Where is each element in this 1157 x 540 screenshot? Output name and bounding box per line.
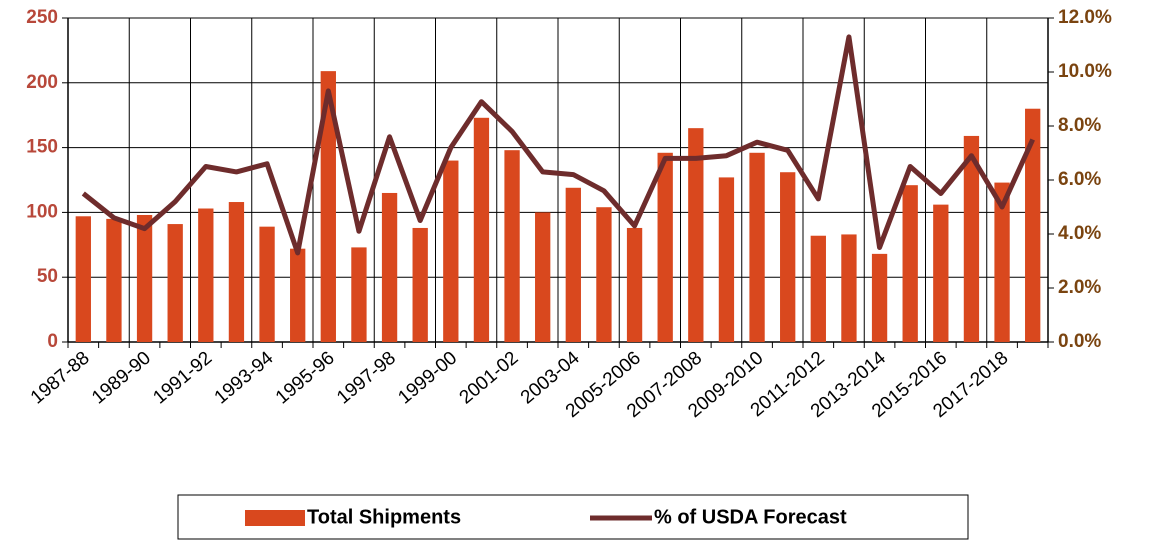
y2-tick-label: 10.0%: [1058, 61, 1112, 82]
bar: [290, 248, 306, 342]
legend-box: [177, 494, 969, 540]
bar: [381, 192, 398, 342]
bar: [198, 208, 214, 342]
y-tick-label: 200: [26, 72, 58, 93]
bar: [718, 177, 735, 342]
bar: [504, 150, 520, 342]
x-tick-label: 1989-90: [88, 348, 155, 409]
bar: [994, 182, 1010, 342]
bar: [963, 135, 980, 342]
y-tick-label: 100: [26, 201, 58, 222]
y-tick-label: 50: [37, 266, 58, 287]
legend-label: Total Shipments: [307, 506, 461, 528]
bar: [780, 172, 796, 342]
bar: [810, 235, 826, 342]
line: [81, 34, 1035, 256]
y-tick-label: 250: [26, 7, 58, 28]
bar: [596, 207, 612, 342]
bar: [565, 187, 581, 342]
y2-tick-label: 8.0%: [1058, 115, 1101, 136]
x-tick-label: 1997-98: [333, 348, 400, 409]
bar: [535, 212, 551, 342]
legend-label: % of USDA Forecast: [654, 506, 847, 528]
bar: [412, 227, 428, 342]
bar: [473, 117, 490, 343]
bar: [136, 214, 153, 342]
bar: [106, 218, 122, 342]
y2-tick-label: 6.0%: [1058, 169, 1101, 190]
bar: [626, 227, 643, 342]
y2-tick-label: 0.0%: [1058, 331, 1101, 352]
x-tick-label: 1991-92: [149, 348, 216, 409]
bar: [167, 224, 183, 342]
y2-tick-label: 2.0%: [1058, 277, 1101, 298]
x-tick-label: 2001-02: [456, 348, 523, 409]
y-tick-label: 150: [26, 137, 58, 158]
bar: [688, 128, 704, 342]
bar: [902, 185, 918, 342]
bar: [871, 253, 888, 342]
y2-tick-label: 4.0%: [1058, 223, 1101, 244]
bar: [841, 234, 857, 342]
bar: [259, 226, 275, 342]
x-tick-label: 1993-94: [211, 347, 278, 408]
x-tick-label: 1995-96: [272, 348, 339, 409]
bar: [1025, 108, 1041, 342]
x-tick-label: 1999-00: [394, 348, 461, 409]
bar: [75, 216, 91, 342]
y-tick-label: 0: [47, 331, 58, 352]
bar: [933, 204, 949, 342]
bar: [228, 202, 245, 342]
y2-tick-label: 12.0%: [1058, 7, 1112, 28]
bar: [657, 152, 673, 342]
legend-swatch: [245, 510, 305, 526]
x-tick-label: 1987-88: [27, 348, 94, 409]
bar: [351, 247, 367, 342]
bar: [443, 160, 459, 342]
bar: [320, 71, 336, 343]
bar: [749, 152, 765, 342]
